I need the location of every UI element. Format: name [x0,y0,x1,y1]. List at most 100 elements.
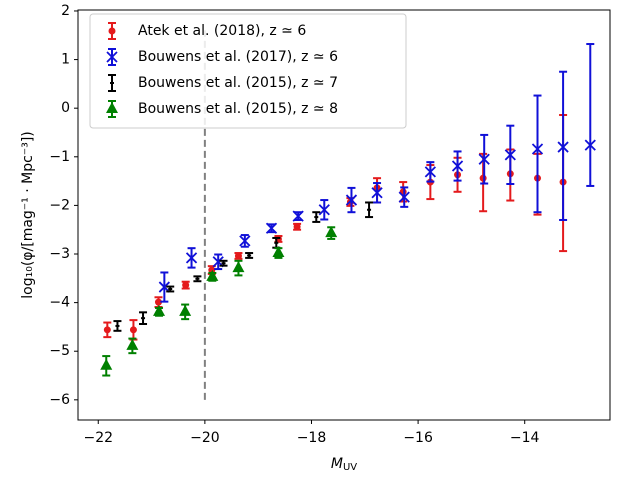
data-point [232,259,245,277]
x-axis-label: MUV [331,456,357,473]
x-tick-label: −20 [190,430,220,446]
data-point [100,355,113,377]
data-point [312,211,321,223]
data-point [206,269,219,282]
y-tick-label: 2 [61,3,70,19]
marker [451,160,464,172]
data-point [239,234,251,248]
y-tick-label: −3 [49,246,70,262]
data-point [181,280,190,290]
data-point [139,311,148,326]
data-point [193,275,202,283]
marker [129,326,137,334]
marker [293,223,301,231]
data-point [345,186,358,214]
marker [232,261,245,273]
marker [371,187,383,199]
marker [106,51,118,63]
marker [182,281,190,289]
legend-marker [106,100,118,118]
marker [424,166,436,178]
marker [108,27,116,35]
data-point [129,319,138,341]
x-label-main: M [331,456,343,472]
marker [208,266,216,274]
data-point [318,199,330,221]
data-point [424,161,436,183]
x-tick-label: −14 [510,430,540,446]
marker [292,210,304,222]
marker [158,281,170,293]
y-tick-label: −5 [49,343,70,359]
legend-box [89,13,407,129]
y-tick-label: 1 [61,52,70,68]
data-point [478,133,490,185]
data-point [365,201,374,219]
data-point [126,337,139,355]
data-point [113,320,122,332]
data-point [153,304,166,317]
data-point [272,246,285,259]
data-point [179,303,192,321]
data-point [325,226,338,240]
marker [531,143,544,155]
marker [239,235,251,247]
legend-marker [106,48,118,66]
data-point [371,182,383,204]
data-point [103,321,112,339]
x-tick-label: −22 [83,430,113,446]
marker [206,269,219,281]
marker [557,141,569,153]
marker [265,222,278,234]
marker [479,174,487,182]
y-axis-label: log₁₀(φ/[mag⁻¹ · Mpc⁻³]) [20,131,36,299]
legend-marker [108,22,116,40]
marker [126,338,139,350]
x-label-sub: UV [343,462,357,473]
data-point [531,94,544,214]
data-point [398,186,410,208]
y-tick-label: −1 [49,149,70,165]
data-point [158,271,170,303]
marker [318,204,330,216]
legend-label: Atek et al. (2018), z ≃ 6 [138,23,306,39]
marker [153,304,166,316]
marker [584,139,596,151]
marker [325,226,338,238]
data-point [292,210,304,222]
marker [272,246,285,258]
data-point [245,252,254,259]
marker [504,149,516,161]
legend-label: Bouwens et al. (2015), z ≃ 7 [138,75,338,91]
marker [185,252,198,264]
data-point [234,252,243,260]
x-tick-label: −16 [403,430,433,446]
legend-label: Bouwens et al. (2017), z ≃ 6 [138,49,338,65]
y-tick-label: 0 [61,100,70,116]
marker [345,194,358,206]
legend-marker [108,74,116,92]
y-tick-label: −6 [49,392,70,408]
data-point [293,222,302,231]
marker [106,102,118,113]
data-point [166,285,175,293]
data-point [584,43,596,187]
data-point [504,124,516,186]
data-point [219,259,228,267]
marker [212,256,224,268]
marker [478,153,490,165]
marker [398,191,410,203]
y-tick-label: −2 [49,197,70,213]
marker [179,304,192,316]
plot-frame [77,9,611,421]
y-tick-label: −4 [49,295,70,311]
x-tick-label: −18 [297,430,327,446]
marker [103,326,111,334]
marker [154,298,162,306]
data-point [185,247,198,269]
data-point [451,150,464,182]
marker [234,252,242,260]
data-point [265,222,278,234]
data-point [557,70,569,221]
